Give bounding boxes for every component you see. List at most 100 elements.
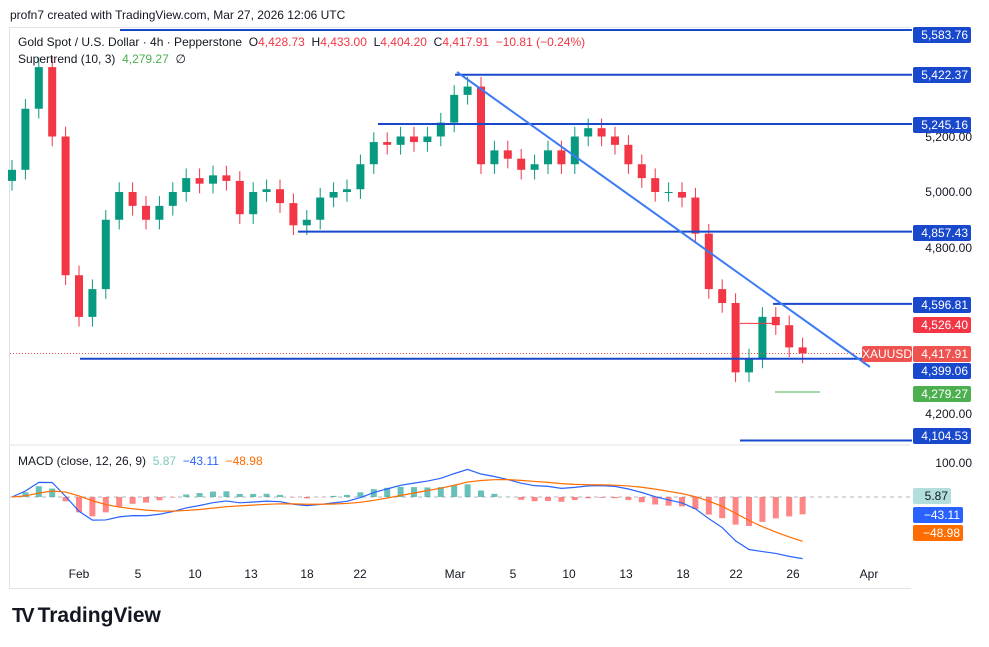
candle [356,164,365,190]
price-axis-label: 5,000.00 [925,185,972,199]
macd-histogram-bar [210,491,216,497]
candle [369,142,378,165]
candle [249,192,258,215]
candle [101,219,110,290]
time-axis-label: Apr [859,567,879,581]
indicator-value: 4,279.27 [122,52,169,66]
candle [758,316,767,359]
candle [182,178,191,192]
candle [637,164,646,179]
macd-signal-tag: −48.98 [913,525,963,541]
candle [115,192,124,220]
macd-histogram-bar [786,497,793,517]
candle [168,192,177,206]
candle [517,158,526,170]
candle [316,197,325,220]
symbol-legend: Gold Spot / U.S. Dollar · 4h · Peppersto… [18,34,585,68]
time-axis-label: 5 [509,567,517,581]
candle [503,150,512,159]
candle [302,219,311,226]
macd-histogram-bar [612,497,618,499]
macd-histogram-bar [638,497,645,503]
macd-histogram-bar [223,491,230,497]
candle [530,164,539,170]
macd-histogram-bar [183,494,190,497]
macd-histogram-bar [732,497,739,525]
open-label: O [248,35,259,49]
macd-signal-value: −48.98 [225,454,263,468]
candle [423,136,432,143]
macd-histogram-bar [719,497,726,519]
candle [611,136,619,145]
time-axis-label: 26 [786,567,800,581]
candle [704,233,713,290]
change-value: −10.81 (−0.24%) [495,35,586,49]
macd-histogram-bar [746,497,752,526]
macd-histogram-bar [156,497,163,501]
macd-histogram-bar [558,497,565,502]
macd-histogram-bar [89,497,96,517]
candle [691,197,700,234]
candle [785,325,794,348]
candle [463,86,472,95]
price-axis-label: 4,200.00 [925,407,972,421]
candle [490,150,499,165]
time-axis-label: 18 [676,567,690,581]
candle [75,275,83,317]
macd-histogram-bar [652,497,659,505]
candle [209,175,217,184]
macd-line-value: −43.11 [182,454,219,468]
tradingview-logo-icon: TV [12,604,34,627]
indicator-name[interactable]: Supertrend (10, 3) [18,52,116,66]
candle [557,150,566,165]
candle [410,136,418,143]
candle [624,144,633,165]
close-value: 4,417.91 [442,35,490,49]
low-label: L [373,35,381,49]
candle [798,347,807,354]
macd-histogram-bar [35,486,42,497]
macd-histogram-bar [344,494,350,497]
macd-histogram-bar [692,497,699,510]
macd-histogram-bar [705,497,712,515]
close-label: C [433,35,443,49]
macd-histogram-bar [196,493,203,497]
macd-histogram-bar [625,497,632,501]
macd-histogram-bar [478,490,484,497]
macd-axis-label: 100.00 [935,456,972,470]
price-axis-label: 4,800.00 [925,241,972,255]
macd-histogram-bar [799,497,806,515]
candle [34,67,43,109]
candle [222,175,231,181]
time-axis-label: 13 [619,567,633,581]
supertrend-lower-tag: 4,279.27 [913,386,971,402]
symbol-title[interactable]: Gold Spot / U.S. Dollar · 4h · Peppersto… [18,35,243,49]
time-axis-label: Mar [444,567,466,581]
macd-histogram-bar [759,497,766,522]
candle [289,203,298,226]
time-axis-label: 18 [300,567,314,581]
candle [570,136,579,165]
tradingview-logo[interactable]: TV TradingView [12,604,161,628]
macd-name[interactable]: MACD (close, 12, 26, 9) [18,454,147,468]
macd-histogram-bar [451,485,458,497]
candle [235,180,244,215]
candle [544,150,552,165]
candle [584,128,593,137]
macd-histogram-bar [129,497,136,504]
macd-histogram-bar [464,484,471,497]
candle [664,192,673,193]
time-axis-label: Feb [68,567,90,581]
time-axis-label: 22 [729,567,743,581]
macd-histogram-bar [491,493,498,497]
macd-histogram-bar [116,497,123,507]
level-tag: 5,583.76 [913,27,971,43]
candle [383,142,392,145]
indicator-extra: ∅ [175,52,186,66]
macd-histogram-bar [598,497,605,498]
signal-line [11,479,803,542]
level-tag: 5,422.37 [913,67,971,83]
macd-line [11,468,803,560]
